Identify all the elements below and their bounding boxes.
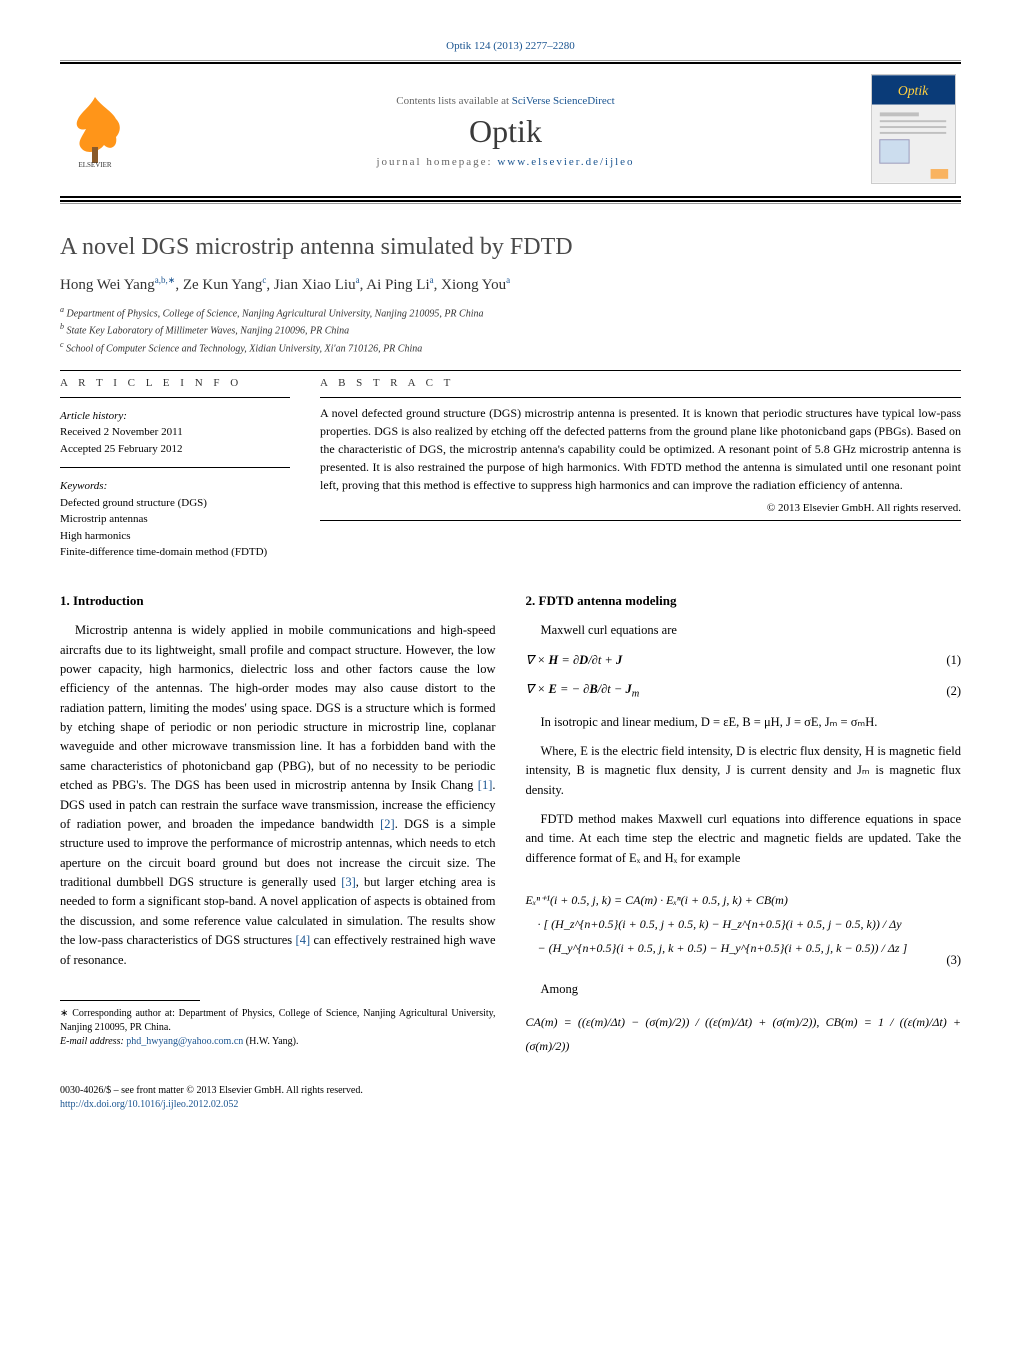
journal-title: Optik [140,113,871,150]
svg-text:ELSEVIER: ELSEVIER [78,161,111,169]
sciencedirect-link[interactable]: SciVerse ScienceDirect [512,95,615,107]
author: Jian Xiao Liua [274,277,360,293]
ref-link[interactable]: [1] [478,778,493,792]
email-line: E-mail address: phd_hwyang@yahoo.com.cn … [60,1035,496,1049]
contents-prefix: Contents lists available at [396,95,511,107]
journal-header-band: ELSEVIER Contents lists available at Sci… [60,66,961,198]
article-history: Article history: Received 2 November 201… [60,408,290,458]
corresponding-author-note: ∗ Corresponding author at: Department of… [60,1007,496,1035]
author: Ze Kun Yangc [183,277,267,293]
abstract-text: A novel defected ground structure (DGS) … [320,404,961,494]
info-abstract-row: A R T I C L E I N F O Article history: R… [60,377,961,571]
abstract-copyright: © 2013 Elsevier GmbH. All rights reserve… [320,502,961,514]
keyword: Microstrip antennas [60,511,290,528]
eq-number: (2) [931,682,961,701]
header-top-rule [60,60,961,64]
history-item: Received 2 November 2011 [60,424,290,441]
body-two-column: 1. Introduction Microstrip antenna is wi… [60,591,961,1068]
contents-available-line: Contents lists available at SciVerse Sci… [140,95,871,107]
article-info-column: A R T I C L E I N F O Article history: R… [60,377,290,571]
journal-cover-thumbnail: Optik [871,74,961,188]
keywords-block: Keywords: Defected ground structure (DGS… [60,478,290,561]
history-item: Accepted 25 February 2012 [60,441,290,458]
section-heading-intro: 1. Introduction [60,591,496,611]
history-label: Article history: [60,408,290,425]
left-column: 1. Introduction Microstrip antenna is wi… [60,591,496,1068]
keyword: High harmonics [60,528,290,545]
journal-homepage-line: journal homepage: www.elsevier.de/ijleo [140,156,871,168]
email-label: E-mail address: [60,1036,124,1047]
right-column: 2. FDTD antenna modeling Maxwell curl eq… [526,591,962,1068]
divider [60,370,961,371]
sec2-p2: In isotropic and linear medium, D = εE, … [526,713,962,732]
keyword: Defected ground structure (DGS) [60,495,290,512]
email-attribution: (H.W. Yang). [246,1036,299,1047]
eq-body: ∇ × H = ∂D/∂t + J [526,651,623,670]
among-label: Among [526,980,962,999]
equation-3: Eₓⁿ⁺¹(i + 0.5, j, k) = CA(m) · Eₓⁿ(i + 0… [526,878,962,970]
sec2-intro: Maxwell curl equations are [526,621,962,640]
equation-2: ∇ × E = − ∂B/∂t − Jm (2) [526,680,962,703]
author: Xiong Youa [441,277,510,293]
eq-number: (3) [931,951,961,970]
page-footer: 0030-4026/$ – see front matter © 2013 El… [60,1084,961,1112]
author: Ai Ping Lia [366,277,433,293]
sec2-p3: Where, E is the electric field intensity… [526,742,962,800]
intro-paragraph: Microstrip antenna is widely applied in … [60,621,496,970]
keywords-label: Keywords: [60,478,290,495]
eq-body: ∇ × E = − ∂B/∂t − Jm [526,680,640,703]
equation-ca-cb: CA(m) = ((ε(m)/Δt) − (σ(m)/2)) / ((ε(m)/… [526,1010,962,1058]
footnote-rule [60,1000,200,1001]
affiliation: c School of Computer Science and Technol… [60,339,961,356]
footnotes: ∗ Corresponding author at: Department of… [60,1007,496,1049]
corresponding-email-link[interactable]: phd_hwyang@yahoo.com.cn [126,1036,243,1047]
svg-text:Optik: Optik [898,83,929,98]
journal-reference: Optik 124 (2013) 2277–2280 [60,40,961,52]
homepage-prefix: journal homepage: [376,156,497,168]
ref-link[interactable]: [2] [380,817,395,831]
affiliation: b State Key Laboratory of Millimeter Wav… [60,321,961,338]
section-heading-fdtd: 2. FDTD antenna modeling [526,591,962,611]
abstract-column: A B S T R A C T A novel defected ground … [320,377,961,571]
eq-body: Eₓⁿ⁺¹(i + 0.5, j, k) = CA(m) · Eₓⁿ(i + 0… [526,888,908,960]
ref-link[interactable]: [4] [296,933,311,947]
issn-line: 0030-4026/$ – see front matter © 2013 El… [60,1084,961,1098]
author: Hong Wei Yanga,b,∗ [60,277,175,293]
affiliation: a Department of Physics, College of Scie… [60,304,961,321]
doi-link[interactable]: http://dx.doi.org/10.1016/j.ijleo.2012.0… [60,1099,238,1110]
homepage-link[interactable]: www.elsevier.de/ijleo [497,156,634,168]
article-title: A novel DGS microstrip antenna simulated… [60,234,961,261]
equation-1: ∇ × H = ∂D/∂t + J (1) [526,651,962,670]
article-info-label: A R T I C L E I N F O [60,377,290,389]
author-list: Hong Wei Yanga,b,∗, Ze Kun Yangc, Jian X… [60,275,961,294]
header-bottom-rule [60,200,961,204]
eq-number: (1) [931,651,961,670]
keyword: Finite-difference time-domain method (FD… [60,544,290,561]
affiliations: a Department of Physics, College of Scie… [60,304,961,356]
sec2-p4: FDTD method makes Maxwell curl equations… [526,810,962,868]
elsevier-logo: ELSEVIER [60,89,140,173]
ref-link[interactable]: [3] [341,875,356,889]
abstract-label: A B S T R A C T [320,377,961,389]
